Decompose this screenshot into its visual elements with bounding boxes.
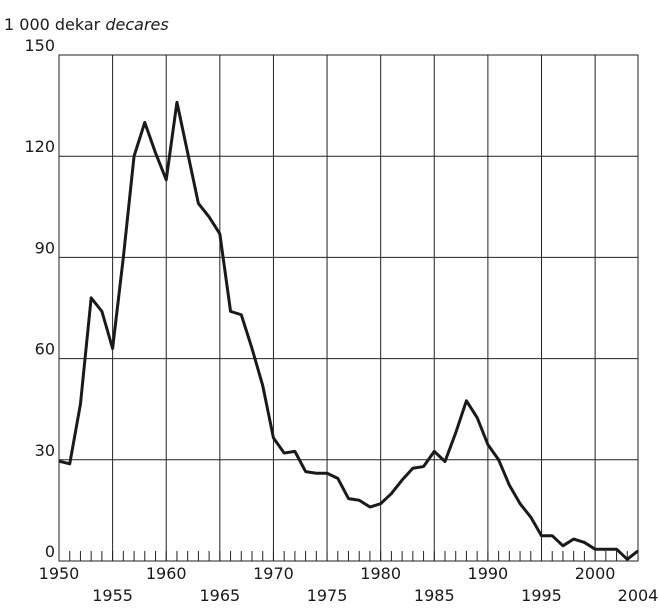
x-tick-label: 1985 <box>414 586 455 605</box>
y-label: 1 000 dekar <box>4 15 101 34</box>
y-axis-label: 1 000 dekar decares <box>4 15 169 34</box>
x-tick-label: 1950 <box>39 564 80 583</box>
x-tick-label: 1955 <box>92 586 133 605</box>
y-tick-label: 0 <box>45 542 55 561</box>
x-tick-label: 1970 <box>253 564 294 583</box>
x-tick-label: 1965 <box>199 586 240 605</box>
x-tick-label: 1975 <box>307 586 348 605</box>
y-tick-label: 150 <box>24 36 55 55</box>
x-tick-label: 1980 <box>360 564 401 583</box>
y-tick-label: 90 <box>35 238 55 257</box>
data-line <box>58 100 639 561</box>
x-tick-label: 1990 <box>468 564 509 583</box>
plot-frame <box>58 54 639 562</box>
x-tick-label: 2004 <box>618 586 659 605</box>
y-tick-label: 120 <box>24 137 55 156</box>
x-tick-label: 2000 <box>575 564 616 583</box>
y-label-en: decares <box>105 15 168 34</box>
x-tick-label: 1960 <box>146 564 187 583</box>
y-tick-label: 30 <box>35 441 55 460</box>
y-tick-label: 60 <box>35 340 55 359</box>
x-tick-label: 1995 <box>521 586 562 605</box>
